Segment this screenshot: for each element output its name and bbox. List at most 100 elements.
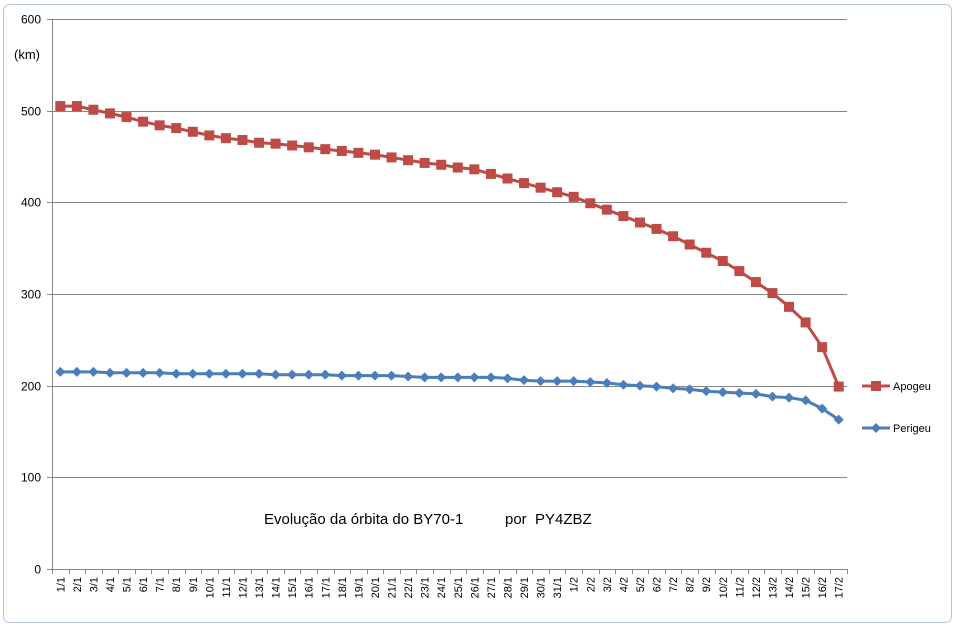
x-tick-label: 17/2 [834,577,846,598]
x-tick-label: 2/1 [72,577,84,592]
x-tick-label: 2/2 [585,577,597,592]
apogeu-point [519,178,530,189]
x-tick-label: 6/2 [652,577,664,592]
perigeu-point [121,367,132,378]
perigeu-point [419,372,430,383]
x-tick-label: 1/1 [55,577,67,592]
perigeu-point [403,371,414,382]
perigeu-point [585,377,596,387]
legend-marker [871,381,881,391]
perigeu-point [684,384,695,395]
perigeu-point [386,370,397,381]
x-tick-label: 3/2 [602,577,614,592]
perigeu-point [154,367,165,378]
x-tick-label: 23/1 [420,577,432,598]
perigeu-point [220,368,231,379]
apogeu-point [55,101,66,112]
apogeu-point [701,247,712,258]
perigeu-point [88,366,99,377]
x-tick-label: 1/2 [569,577,581,592]
apogeu-point [452,162,463,173]
apogeu-point [336,146,347,156]
apogeu-point [187,126,198,137]
apogeu-point [353,147,364,158]
perigeu-point [353,370,364,381]
apogeu-point [651,223,662,234]
apogeu-point [254,137,265,148]
perigeu-point [55,366,66,377]
apogeu-point [750,277,761,288]
x-tick-label: 13/2 [767,577,779,598]
legend-label: Perigeu [893,423,931,435]
chart-border [3,4,952,623]
apogeu-point [568,191,579,202]
apogeu-point [469,164,480,175]
series-apogeu [55,101,844,392]
perigeu-point [469,372,480,383]
x-tick-label: 27/1 [486,577,498,598]
x-tick-label: 8/1 [171,577,183,592]
apogeu-point [817,342,828,353]
x-tick-label: 7/1 [155,577,167,592]
apogeu-point [88,104,99,115]
apogeu-point [204,130,215,141]
x-tick-label: 19/1 [353,577,365,598]
apogeu-point [601,204,612,215]
perigeu-point [668,383,679,394]
perigeu-point [618,379,629,390]
perigeu-point [485,372,496,383]
apogeu-point [552,187,563,198]
apogeu-point [270,138,281,149]
x-tick-label: 28/1 [502,577,514,598]
x-tick-label: 11/1 [221,577,233,598]
x-tick-label: 30/1 [536,577,548,598]
y-axis-label: (km) [14,47,40,62]
x-tick-label: 10/2 [718,577,730,598]
x-tick-label: 14/2 [784,577,796,598]
apogeu-point [369,149,380,160]
perigeu-point [767,391,778,402]
x-tick-label: 10/1 [204,577,216,598]
apogeu-point [502,173,513,184]
x-tick-label: 21/1 [387,577,399,598]
perigeu-point [452,372,463,383]
x-tick-label: 13/1 [254,577,266,598]
apogeu-point [767,288,778,299]
x-tick-label: 14/1 [271,577,283,598]
x-tick-label: 12/2 [751,577,763,598]
perigeu-point [601,377,612,388]
x-tick-label: 16/2 [817,577,829,598]
y-tick-label: 0 [34,563,41,577]
perigeu-point [204,368,215,379]
x-tick-label: 18/1 [337,577,349,598]
x-tick-label: 29/1 [519,577,531,598]
x-tick-label: 4/1 [105,577,117,592]
apogeu-point [784,301,795,312]
apogeu-point [237,135,248,145]
apogeu-point [220,133,231,144]
apogeu-point [104,108,115,119]
x-tick-label: 12/1 [237,577,249,598]
apogeu-point [485,168,496,179]
axes: 0 100 200 300 400 500 600 1/1 2/1 3/1 4/1 5/1 6/1 7/1… [21,13,848,598]
apogeu-point [800,317,811,328]
perigeu-point [171,368,182,379]
perigeu-point [519,375,530,386]
chart-title: Evolução da órbita do BY70-1 por PY4ZBZ [264,511,592,528]
apogeu-point [138,116,149,127]
perigeu-point [833,414,844,425]
perigeu-point [254,368,265,379]
apogeu-point [618,211,629,222]
apogeu-point [535,182,546,193]
x-tick-label: 5/1 [122,577,134,592]
perigeu-point [535,376,546,387]
perigeu-point [568,376,579,387]
x-tick-label: 3/1 [88,577,100,592]
apogeu-point [634,217,645,228]
perigeu-point [369,370,380,381]
series [55,101,844,425]
perigeu-point [138,367,149,378]
y-tick-label: 300 [21,288,41,302]
apogeu-point [287,140,298,151]
